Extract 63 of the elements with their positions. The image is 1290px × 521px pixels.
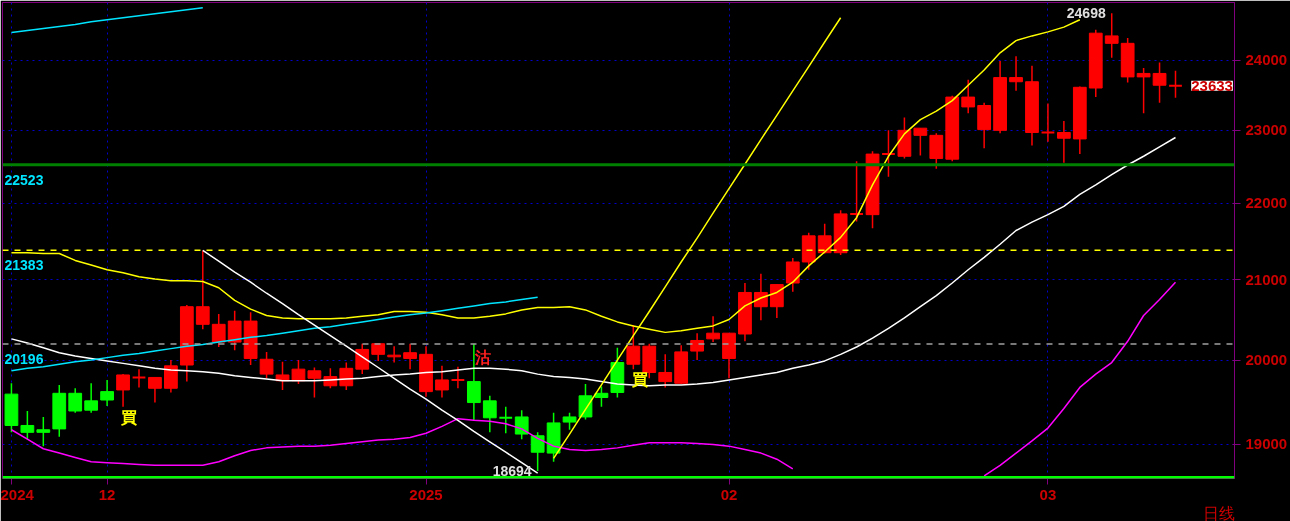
y-tick-label: 23000 (1245, 121, 1288, 139)
candlestick (626, 324, 641, 370)
candlestick (706, 315, 720, 343)
candlestick (1168, 69, 1183, 99)
annotation: 買 (630, 370, 648, 388)
candlestick (450, 365, 466, 390)
candlestick (929, 132, 944, 170)
candlestick (211, 313, 226, 348)
candlestick (658, 353, 673, 389)
candlestick (1040, 102, 1056, 143)
annotation: 18694 (492, 463, 532, 480)
candlestick (578, 383, 593, 421)
candlestick (482, 395, 497, 434)
candlestick (116, 373, 130, 408)
candlestick (68, 387, 83, 414)
y-tick-label: 20000 (1245, 351, 1288, 369)
candlestick (785, 257, 800, 293)
candlestick (403, 342, 417, 370)
annotation: 24698 (1066, 5, 1106, 22)
annotation: 沽 (474, 349, 492, 367)
candlestick (530, 431, 545, 472)
x-tick-label: 03 (1039, 485, 1057, 503)
candlestick (164, 359, 178, 394)
ref-line-label: 22523 (4, 171, 44, 188)
candlestick (195, 249, 210, 330)
candlestick (339, 361, 354, 391)
candlestick (100, 379, 114, 407)
x-tick-label: 02 (720, 485, 738, 503)
candlestick (1104, 12, 1119, 59)
y-tick-label: 21000 (1245, 270, 1288, 288)
candlestick (307, 366, 322, 399)
candlestick (769, 283, 784, 319)
text: 23633 (1191, 76, 1233, 94)
x-tick-label: 2024 (0, 485, 35, 503)
ref-line-label: 21383 (4, 257, 44, 274)
candlestick (690, 332, 704, 361)
candlestick (435, 365, 449, 399)
candlestick (498, 406, 514, 434)
candlestick (355, 342, 370, 375)
x-tick-label: 2025 (409, 485, 443, 503)
candlestick (961, 78, 976, 115)
y-tick-label: 19000 (1245, 435, 1288, 453)
y-tick-label: 24000 (1245, 51, 1288, 69)
candlestick (514, 409, 529, 440)
candlestick (1057, 120, 1071, 164)
candlestick (1152, 61, 1167, 104)
line-series (10, 7, 204, 34)
candlestick (913, 127, 928, 157)
candlestick (259, 351, 274, 380)
y-tick-label: 22000 (1245, 194, 1288, 212)
candlestick (594, 385, 609, 408)
candlestick (1009, 55, 1023, 92)
annotation: 買 (120, 409, 138, 427)
candlestick (36, 416, 51, 447)
candlestick (148, 376, 162, 404)
x-tick-label: 12 (98, 485, 116, 503)
candlestick (227, 309, 242, 351)
ref-line-label: 20196 (4, 351, 44, 368)
candlestick (84, 382, 99, 414)
text: 日线 (1202, 504, 1235, 521)
candlestick (1136, 67, 1151, 115)
candlestick (131, 368, 147, 389)
candlestick (20, 410, 35, 440)
